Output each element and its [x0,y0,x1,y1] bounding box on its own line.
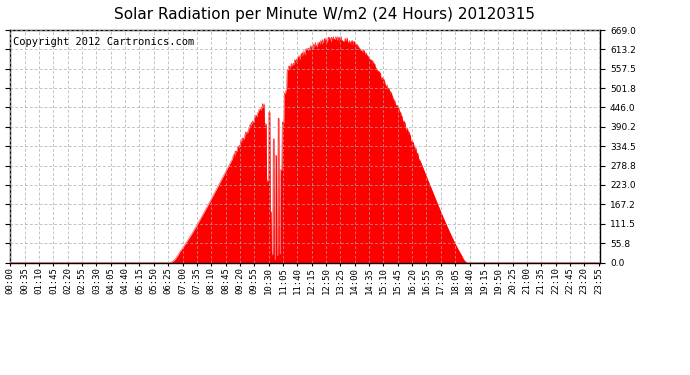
Text: Solar Radiation per Minute W/m2 (24 Hours) 20120315: Solar Radiation per Minute W/m2 (24 Hour… [114,8,535,22]
Text: Copyright 2012 Cartronics.com: Copyright 2012 Cartronics.com [13,37,195,47]
